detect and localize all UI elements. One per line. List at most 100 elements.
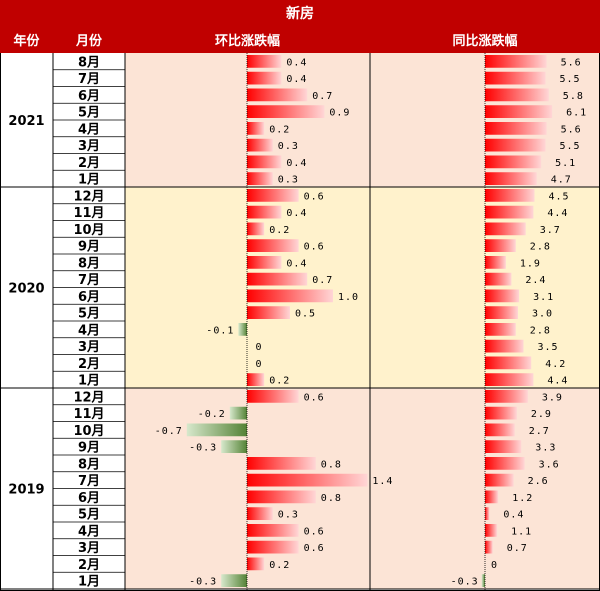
yoy-bar [485, 239, 516, 252]
month-label: 6月 [78, 89, 100, 104]
header-year: 年份 [13, 33, 40, 49]
mom-bar [247, 122, 265, 135]
yoy-bar [485, 88, 549, 102]
yoy-value-label: 5.6 [561, 124, 582, 135]
yoy-bar [485, 423, 515, 437]
yoy-bar [485, 473, 514, 487]
month-label: 8月 [78, 55, 100, 70]
month-label: 7月 [78, 273, 100, 288]
month-label: 12月 [73, 189, 104, 204]
mom-bar [247, 473, 368, 487]
yoy-bar [485, 306, 518, 319]
yoy-value-label: 0.4 [503, 510, 524, 521]
mom-value-label: 0.6 [304, 526, 325, 537]
mom-bar [247, 222, 265, 236]
month-label: 7月 [78, 72, 100, 87]
month-label: 5月 [78, 508, 100, 523]
yoy-bar [485, 507, 490, 520]
month-label: 4月 [78, 323, 100, 338]
header-mom: 环比涨跌幅 [215, 33, 280, 49]
mom-bar [221, 574, 247, 587]
mom-bar [247, 557, 265, 571]
yoy-value-label: 5.5 [560, 74, 581, 85]
year-label: 2020 [8, 282, 44, 297]
yoy-bar [485, 289, 520, 303]
yoy-value-label: 3.5 [538, 342, 559, 353]
yoy-value-label: 0 [491, 560, 498, 571]
month-label: 2月 [78, 357, 100, 372]
month-label: 5月 [78, 307, 100, 322]
month-label: 2月 [78, 558, 100, 573]
mom-value-label: 0.7 [312, 91, 333, 102]
mom-bar [247, 524, 299, 537]
mom-bar [247, 490, 316, 504]
yoy-value-label: 1.9 [520, 258, 541, 269]
yoy-bar [485, 339, 524, 353]
yoy-value-label: 3.7 [540, 225, 561, 236]
mom-value-label: 0.6 [304, 392, 325, 403]
month-label: 11月 [73, 407, 104, 422]
month-label: 1月 [78, 575, 100, 590]
yoy-value-label: 2.4 [525, 275, 546, 286]
mom-bar [247, 55, 282, 68]
mom-bar [247, 507, 273, 520]
mom-bar [247, 172, 273, 185]
mom-value-label: -0.2 [198, 409, 226, 420]
mom-value-label: 0.7 [312, 275, 333, 286]
yoy-value-label: 4.5 [549, 191, 570, 202]
yoy-value-label: 2.8 [530, 242, 551, 253]
mom-bar [229, 406, 247, 420]
month-label: 1月 [78, 173, 100, 188]
yoy-bar [485, 373, 534, 386]
yoy-value-label: 0.7 [507, 543, 528, 554]
month-label: 6月 [78, 290, 100, 305]
month-label: 6月 [78, 491, 100, 506]
title-bar [0, 0, 600, 26]
mom-value-label: 0.3 [278, 175, 299, 186]
mom-value-label: 0.8 [321, 493, 342, 504]
mom-value-label: -0.3 [189, 577, 217, 588]
mom-value-label: 0.4 [286, 258, 307, 269]
mom-bar [247, 272, 308, 286]
yoy-bar [485, 540, 493, 554]
month-label: 10月 [73, 223, 104, 238]
year-label: 2019 [8, 483, 44, 498]
mom-value-label: 0.5 [295, 309, 316, 320]
mom-bar [247, 306, 290, 319]
yoy-bar [485, 172, 537, 185]
yoy-bar [481, 574, 485, 587]
mom-bar [186, 423, 247, 437]
month-label: 5月 [78, 106, 100, 121]
mom-bar [247, 205, 282, 219]
mom-bar [238, 323, 247, 336]
yoy-value-label: 2.9 [531, 409, 552, 420]
yoy-value-label: 6.1 [566, 108, 587, 119]
mom-bar [247, 105, 325, 118]
month-label: 8月 [78, 457, 100, 472]
mom-value-label: 0.8 [321, 459, 342, 470]
mom-value-label: 0.2 [269, 560, 290, 571]
yoy-bar [485, 222, 526, 236]
yoy-value-label: 3.3 [535, 443, 556, 454]
month-label: 12月 [73, 390, 104, 405]
month-label: 10月 [73, 424, 104, 439]
month-label: 7月 [78, 474, 100, 489]
yoy-bar [485, 272, 512, 286]
mom-bar [247, 289, 333, 303]
yoy-value-label: 3.1 [533, 292, 554, 303]
month-label: 11月 [73, 206, 104, 221]
band-2019 [125, 388, 600, 589]
month-label: 2月 [78, 156, 100, 171]
mom-value-label: 1.4 [372, 476, 393, 487]
mom-value-label: 0.6 [304, 242, 325, 253]
yoy-value-label: 4.4 [547, 208, 568, 219]
mom-value-label: 0.2 [269, 124, 290, 135]
year-label: 2021 [8, 114, 44, 129]
yoy-value-label: 1.2 [512, 493, 533, 504]
mom-value-label: 0.2 [269, 225, 290, 236]
mom-bar [247, 239, 299, 252]
yoy-bar [485, 105, 553, 118]
yoy-value-label: 3.6 [539, 459, 560, 470]
yoy-bar [485, 406, 517, 420]
